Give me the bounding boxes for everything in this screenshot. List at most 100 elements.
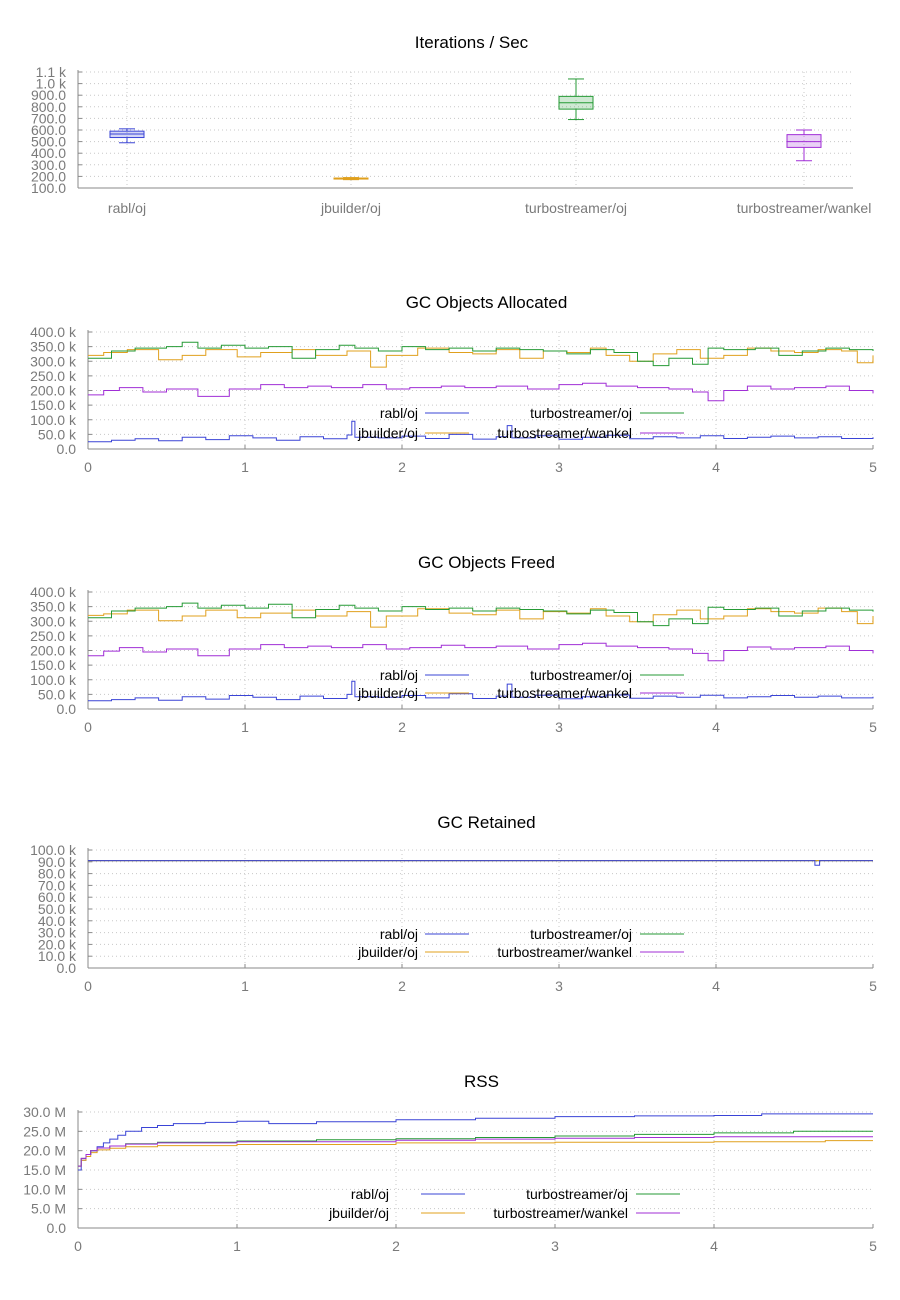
y-tick-label: 800.0 [31, 99, 66, 115]
y-tick-label: 1.1 k [36, 64, 67, 80]
box-rabl-oj [109, 128, 145, 144]
x-tick-label: 2 [398, 459, 406, 475]
y-tick-label: 300.0 k [30, 613, 77, 629]
y-tick-label: 200.0 k [30, 643, 77, 659]
x-tick-label: 3 [555, 978, 563, 994]
chart-title: Iterations / Sec [415, 33, 529, 52]
y-tick-label: 600.0 [31, 122, 66, 138]
x-tick-label: 5 [869, 978, 877, 994]
category-label: turbostreamer/oj [525, 200, 627, 216]
y-tick-label: 250.0 k [30, 368, 77, 384]
x-tick-label: 2 [392, 1238, 400, 1254]
y-tick-label: 150.0 k [30, 657, 77, 673]
y-tick-label: 0.0 [47, 1220, 67, 1236]
category-label: turbostreamer/wankel [737, 200, 872, 216]
chart-title: GC Retained [437, 813, 535, 832]
y-tick-label: 0.0 [57, 441, 77, 457]
x-tick-label: 3 [551, 1238, 559, 1254]
y-tick-label: 10.0 M [23, 1181, 66, 1197]
y-tick-label: 700.0 [31, 110, 66, 126]
chart-5: RSS 0.0 5.0 M 10.0 M 15.0 M 20.0 M 25.0 M 30.0 … [23, 1072, 877, 1254]
x-tick-label: 5 [869, 459, 877, 475]
y-tick-label: 80.0 k [38, 866, 77, 882]
y-tick-label: 400.0 k [30, 584, 77, 600]
y-tick-label: 5.0 M [31, 1201, 66, 1217]
y-tick-label: 1.0 k [36, 76, 67, 92]
legend: rabl/oj jbuilder/oj turbostreamer/oj turbos… [328, 1186, 680, 1221]
y-tick-label: 150.0 k [30, 397, 77, 413]
series-line-turbostreamer-wankel [88, 642, 874, 662]
x-tick-label: 1 [233, 1238, 241, 1254]
y-tick-label: 20.0 M [23, 1143, 66, 1159]
y-tick-label: 60.0 k [38, 889, 77, 905]
x-tick-label: 4 [712, 459, 720, 475]
y-tick-label: 70.0 k [38, 877, 77, 893]
x-tick-label: 0 [74, 1238, 82, 1254]
box-turbostreamer-wankel [786, 129, 822, 162]
y-tick-label: 400.0 k [30, 324, 77, 340]
x-tick-label: 3 [555, 719, 563, 735]
legend-label: turbostreamer/oj [530, 405, 632, 421]
legend: rabl/oj jbuilder/oj turbostreamer/oj turbos… [357, 926, 684, 960]
y-tick-label: 300.0 k [30, 353, 77, 369]
x-tick-label: 5 [869, 1238, 877, 1254]
series-line-turbostreamer-wankel [78, 1136, 873, 1167]
series-line-turbostreamer-wankel [88, 382, 874, 402]
y-tick-label: 10.0 k [38, 948, 77, 964]
y-tick-label: 300.0 [31, 157, 66, 173]
box-jbuilder-oj [333, 177, 369, 181]
series-line-rabl-oj [88, 420, 874, 443]
box-turbostreamer-oj [558, 78, 594, 121]
legend-label: jbuilder/oj [357, 425, 418, 441]
legend-label: rabl/oj [380, 926, 418, 942]
legend: rabl/oj jbuilder/oj turbostreamer/oj turbos… [357, 667, 684, 701]
y-tick-label: 0.0 [57, 960, 77, 976]
series-line-turbostreamer-oj [88, 602, 874, 627]
box-iqr [786, 134, 822, 148]
legend-label: turbostreamer/oj [530, 926, 632, 942]
x-tick-label: 1 [241, 719, 249, 735]
legend-label: turbostreamer/wankel [497, 944, 632, 960]
y-tick-label: 100.0 k [30, 412, 77, 428]
y-tick-label: 350.0 k [30, 339, 77, 355]
x-tick-label: 0 [84, 459, 92, 475]
series-line-rabl-oj [88, 860, 873, 866]
y-tick-label: 30.0 k [38, 925, 77, 941]
legend-label: rabl/oj [380, 667, 418, 683]
x-tick-label: 0 [84, 978, 92, 994]
y-tick-label: 30.0 M [23, 1104, 66, 1120]
y-tick-label: 100.0 k [30, 842, 77, 858]
x-tick-label: 0 [84, 719, 92, 735]
legend-label: rabl/oj [380, 405, 418, 421]
x-tick-label: 5 [869, 719, 877, 735]
legend-label: turbostreamer/wankel [493, 1205, 628, 1221]
series-line-turbostreamer-oj [88, 341, 874, 367]
y-tick-label: 350.0 k [30, 599, 77, 615]
y-tick-label: 100.0 [31, 180, 66, 196]
legend: rabl/oj jbuilder/oj turbostreamer/oj turbos… [357, 405, 684, 441]
chart-title: RSS [464, 1072, 499, 1091]
x-tick-label: 2 [398, 978, 406, 994]
x-tick-label: 1 [241, 978, 249, 994]
y-tick-label: 500.0 [31, 134, 66, 150]
x-tick-label: 1 [241, 459, 249, 475]
y-tick-label: 50.0 k [38, 901, 77, 917]
legend-label: turbostreamer/oj [530, 667, 632, 683]
y-tick-label: 50.0 k [38, 686, 77, 702]
series-line-jbuilder-oj [88, 607, 874, 628]
legend-label: turbostreamer/wankel [497, 425, 632, 441]
y-tick-label: 40.0 k [38, 913, 77, 929]
y-tick-label: 20.0 k [38, 936, 77, 952]
legend-label: jbuilder/oj [328, 1205, 389, 1221]
legend-label: rabl/oj [351, 1186, 389, 1202]
y-tick-label: 15.0 M [23, 1162, 66, 1178]
y-tick-label: 900.0 [31, 87, 66, 103]
x-tick-label: 4 [712, 719, 720, 735]
chart-1: Iterations / Sec 100.0200.0300.0400.0500.… [31, 33, 871, 216]
y-tick-label: 50.0 k [38, 426, 77, 442]
x-tick-label: 3 [555, 459, 563, 475]
